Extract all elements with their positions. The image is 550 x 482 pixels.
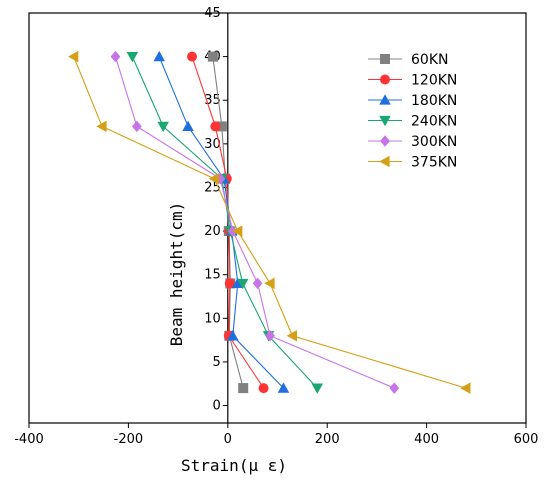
data-point: [126, 52, 139, 63]
legend-item: 60KN: [368, 52, 448, 68]
data-point: [153, 50, 165, 62]
x-tick-label: 400: [414, 432, 439, 447]
legend-marker: [379, 94, 391, 105]
legend-label: 240KN: [411, 114, 457, 130]
data-point: [460, 382, 471, 394]
data-point: [286, 330, 298, 342]
x-tick-label: -400: [14, 432, 44, 447]
y-tick-label: 10: [204, 311, 221, 326]
y-tick-label: 5: [213, 355, 221, 370]
y-tick-label: 45: [204, 6, 221, 21]
legend: 60KN 120KN 180KN 240KN 300KN 375KN: [368, 52, 457, 171]
series-layer: [67, 50, 471, 394]
data-point: [236, 278, 249, 290]
series-375kn: [67, 50, 471, 394]
x-axis-title: Strain(μ ε): [181, 456, 287, 475]
data-point: [187, 51, 198, 62]
data-point: [277, 382, 290, 393]
data-point: [231, 277, 244, 289]
y-tick-label: 30: [204, 137, 221, 152]
legend-item: 180KN: [368, 93, 457, 109]
y-axis-ticks: 051015202530354045: [204, 6, 229, 423]
legend-label: 300KN: [411, 134, 457, 150]
data-point: [389, 382, 400, 394]
data-point: [110, 50, 121, 63]
legend-label: 375KN: [411, 155, 457, 171]
data-point: [67, 50, 79, 63]
data-point: [216, 121, 227, 132]
data-point: [227, 330, 239, 341]
data-point: [215, 172, 226, 185]
legend-label: 120KN: [411, 73, 457, 89]
legend-item: 300KN: [368, 134, 457, 150]
data-point: [231, 225, 243, 237]
data-point: [264, 277, 275, 290]
data-point: [238, 383, 249, 394]
data-point: [265, 330, 275, 342]
y-tick-label: 0: [213, 399, 221, 414]
data-point: [311, 383, 324, 394]
series-line: [114, 56, 395, 389]
x-tick-label: 200: [315, 432, 340, 447]
y-tick-label: 20: [204, 224, 221, 239]
data-point: [157, 121, 169, 133]
legend-item: 240KN: [368, 114, 457, 130]
legend-item: 375KN: [368, 155, 457, 171]
data-point: [252, 277, 263, 290]
legend-item: 120KN: [368, 73, 457, 89]
legend-marker: [380, 54, 390, 64]
data-point: [207, 51, 218, 62]
data-point: [258, 383, 269, 394]
data-point: [96, 120, 107, 133]
data-point: [224, 278, 235, 289]
data-point: [210, 121, 221, 132]
x-axis-ticks: -400 -200 0 200 400 600: [14, 423, 538, 447]
x-tick-label: 0: [224, 432, 232, 447]
data-point: [182, 120, 194, 132]
x-tick-label: -200: [114, 432, 144, 447]
legend-marker: [380, 74, 390, 85]
legend-label: 180KN: [411, 93, 457, 109]
legend-label: 60KN: [411, 52, 448, 68]
legend-marker: [380, 135, 390, 147]
y-axis-title: Beam height(cm): [167, 202, 186, 347]
x-tick-label: 600: [514, 432, 539, 447]
data-point: [208, 172, 219, 185]
y-tick-label: 15: [204, 268, 221, 283]
data-point: [131, 120, 142, 133]
series-300kn: [110, 50, 400, 394]
plot-frame: [28, 12, 527, 424]
legend-marker: [379, 155, 390, 168]
series-240kn: [126, 52, 324, 394]
legend-marker: [379, 115, 391, 127]
